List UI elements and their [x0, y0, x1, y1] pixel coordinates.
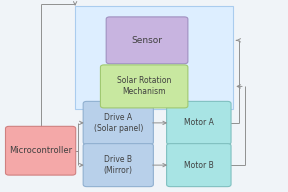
- Text: Sensor: Sensor: [132, 36, 162, 45]
- FancyBboxPatch shape: [166, 144, 231, 187]
- FancyBboxPatch shape: [5, 126, 76, 175]
- Text: Drive A
(Solar panel): Drive A (Solar panel): [94, 113, 143, 133]
- Text: Drive B
(Mirror): Drive B (Mirror): [104, 155, 133, 175]
- Text: Microcontroller: Microcontroller: [9, 146, 72, 155]
- Text: Solar Rotation
Mechanism: Solar Rotation Mechanism: [117, 76, 171, 96]
- Text: Motor B: Motor B: [184, 161, 214, 170]
- FancyBboxPatch shape: [101, 65, 188, 108]
- Text: Motor A: Motor A: [184, 118, 214, 127]
- FancyBboxPatch shape: [75, 6, 233, 109]
- FancyBboxPatch shape: [106, 17, 188, 64]
- FancyBboxPatch shape: [166, 101, 231, 144]
- FancyBboxPatch shape: [83, 144, 154, 187]
- FancyBboxPatch shape: [83, 101, 154, 144]
